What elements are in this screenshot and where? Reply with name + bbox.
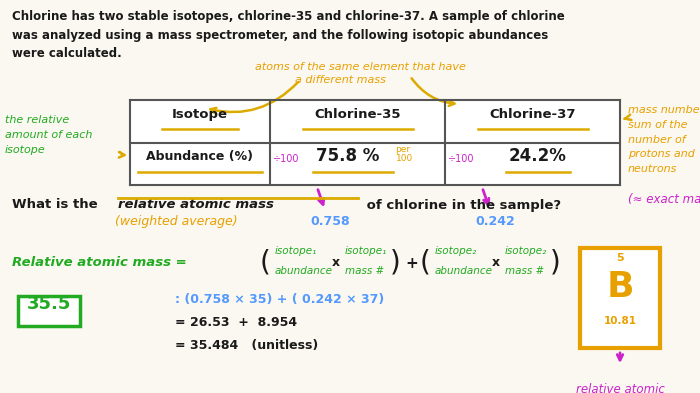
Text: Abundance (%): Abundance (%) [146,150,253,163]
Text: 24.2%: 24.2% [509,147,566,165]
Text: Relative atomic mass =: Relative atomic mass = [12,257,187,270]
Text: relative atomic
mass: relative atomic mass [575,383,664,393]
Text: relative atomic mass: relative atomic mass [118,198,274,211]
Bar [18,296,80,326]
Bar [130,100,620,185]
Text: Chlorine-35: Chlorine-35 [314,108,400,121]
Text: ÷100: ÷100 [273,154,300,164]
Text: ÷100: ÷100 [448,154,475,164]
Text: = 26.53  +  8.954: = 26.53 + 8.954 [175,316,297,329]
Text: per: per [395,145,411,154]
Text: : (0.758 × 35) + ( 0.242 × 37): : (0.758 × 35) + ( 0.242 × 37) [175,294,384,307]
Text: x: x [332,257,340,270]
Text: What is the: What is the [12,198,102,211]
Text: (≈ exact mass): (≈ exact mass) [628,193,700,206]
Text: = 35.484   (unitless): = 35.484 (unitless) [175,340,318,353]
Text: mass number:
sum of the
number of
protons and
neutrons: mass number: sum of the number of proton… [628,105,700,174]
Text: Chlorine-37: Chlorine-37 [489,108,575,121]
Text: 0.242: 0.242 [475,215,514,228]
Text: mass #: mass # [505,266,545,276]
Bar [580,248,660,348]
Text: ): ) [550,249,561,277]
Text: 10.81: 10.81 [603,316,636,326]
Text: 0.758: 0.758 [310,215,349,228]
Text: abundance: abundance [275,266,333,276]
Text: of chlorine in the sample?: of chlorine in the sample? [362,198,561,211]
Text: atoms of the same element that have: atoms of the same element that have [255,62,466,72]
Text: (weighted average): (weighted average) [115,215,237,228]
Text: 5: 5 [616,253,624,263]
Text: isotope₁: isotope₁ [345,246,387,256]
Text: (: ( [260,249,271,277]
Text: B: B [606,270,634,304]
Text: Isotope: Isotope [172,108,228,121]
Text: a different mass: a different mass [295,75,386,85]
Text: isotope₂: isotope₂ [435,246,477,256]
Text: Chlorine has two stable isotopes, chlorine-35 and chlorine-37. A sample of chlor: Chlorine has two stable isotopes, chlori… [12,10,565,60]
Text: ): ) [390,249,400,277]
Text: 75.8 %: 75.8 % [316,147,379,165]
Text: +: + [405,255,418,270]
Text: mass #: mass # [345,266,384,276]
Text: 35.5: 35.5 [27,295,71,313]
Text: the relative
amount of each
isotope: the relative amount of each isotope [5,115,92,154]
Text: abundance: abundance [435,266,493,276]
Text: isotope₁: isotope₁ [275,246,317,256]
Text: 100: 100 [395,154,413,163]
Text: isotope₂: isotope₂ [505,246,547,256]
Text: x: x [492,257,500,270]
Text: (: ( [420,249,430,277]
